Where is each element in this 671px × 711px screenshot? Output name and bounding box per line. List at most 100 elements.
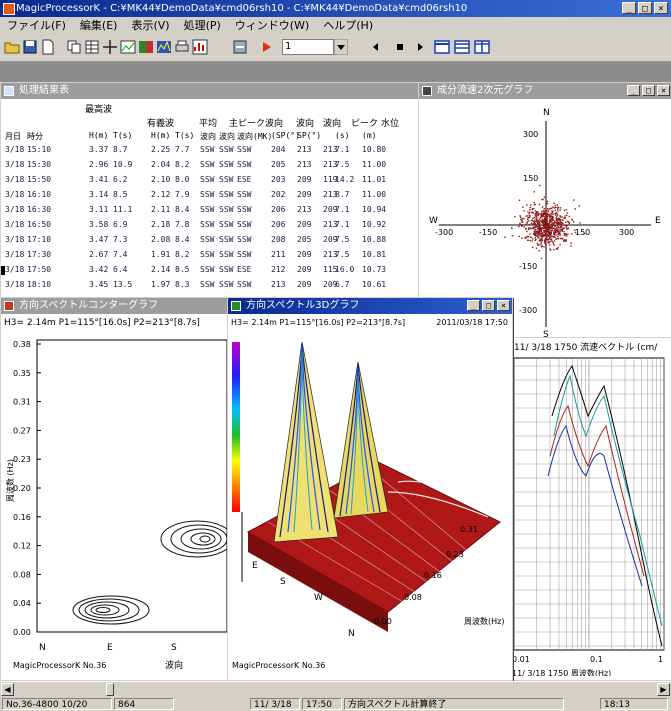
previous-record-icon[interactable] bbox=[368, 39, 384, 55]
status-date: 11/ 3/18 bbox=[250, 698, 300, 710]
velocity-max-button[interactable]: □ bbox=[642, 85, 655, 96]
table-cell: 8.4 bbox=[175, 205, 190, 214]
scatter-point bbox=[540, 213, 543, 216]
velocity-close-button[interactable]: × bbox=[657, 85, 670, 96]
export-icon[interactable] bbox=[232, 39, 248, 55]
scatter-point bbox=[563, 224, 565, 226]
scatter-point bbox=[535, 225, 538, 228]
menu-help[interactable]: ヘルプ(H) bbox=[323, 19, 374, 32]
scatter-point bbox=[550, 218, 553, 220]
contour-cluster-low bbox=[72, 595, 150, 625]
scatter-point bbox=[518, 235, 520, 238]
scatter-point bbox=[568, 222, 570, 225]
stop-icon[interactable] bbox=[392, 39, 408, 55]
scatter-point bbox=[533, 207, 535, 210]
scatter-point bbox=[545, 209, 548, 212]
table-cell: 3.47 bbox=[89, 235, 109, 244]
scatter-point bbox=[563, 240, 565, 242]
scatter-point bbox=[559, 221, 561, 223]
spectrum-3d-caption[interactable]: 方向スペクトル3Dグラフ _ □ × bbox=[228, 298, 512, 314]
tile-window-icon[interactable] bbox=[434, 39, 450, 55]
scroll-left-icon[interactable]: ◀ bbox=[1, 683, 14, 696]
table-cell: 11.01 bbox=[362, 175, 387, 184]
scatter-point bbox=[540, 242, 542, 244]
chart-window-icon[interactable] bbox=[192, 39, 208, 55]
menu-edit[interactable]: 編集(E) bbox=[79, 19, 118, 32]
scatter-point bbox=[544, 221, 546, 223]
graph-icon[interactable] bbox=[120, 39, 136, 55]
crosshair-icon[interactable] bbox=[102, 39, 118, 55]
arrange-window-icon[interactable] bbox=[474, 39, 490, 55]
menu-process[interactable]: 処理(P) bbox=[183, 19, 221, 32]
scatter-point bbox=[547, 210, 549, 213]
scatter-point bbox=[561, 230, 563, 232]
table-cell: SSW bbox=[219, 190, 234, 199]
menu-bar: ファイル(F) 編集(E) 表示(V) 処理(P) ウィンドウ(W) ヘルプ(H… bbox=[0, 17, 671, 35]
scatter-point bbox=[544, 218, 546, 220]
scatter-point bbox=[553, 233, 555, 235]
scatter-point bbox=[556, 215, 558, 217]
scatter-point bbox=[561, 222, 563, 225]
scatter-point bbox=[538, 230, 540, 233]
table-cell: 7.1 bbox=[335, 205, 350, 214]
scatter-point bbox=[543, 222, 545, 225]
spectrum-info: H3= 2.14m P1=115°[16.0s] P2=213°[8.7s] bbox=[231, 318, 406, 327]
horizontal-scrollbar[interactable]: ◀ ▶ bbox=[0, 681, 671, 697]
table-cell: 213 bbox=[297, 205, 312, 214]
next-record-icon[interactable] bbox=[412, 39, 428, 55]
velocity-min-button[interactable]: _ bbox=[627, 85, 640, 96]
scatter-point bbox=[542, 219, 545, 222]
spectrum-timestamp: 2011/03/18 17:50 bbox=[436, 318, 508, 327]
copy-icon[interactable] bbox=[66, 39, 82, 55]
scatter-point bbox=[548, 230, 550, 232]
scatter-point bbox=[538, 222, 541, 224]
dropdown-arrow-icon[interactable] bbox=[334, 39, 348, 55]
spectrum-min-button[interactable]: _ bbox=[467, 300, 480, 311]
scatter-point bbox=[565, 233, 567, 235]
scatter-point bbox=[543, 216, 545, 218]
menu-view[interactable]: 表示(V) bbox=[131, 19, 170, 32]
minimize-button[interactable]: _ bbox=[622, 2, 636, 14]
menu-window[interactable]: ウィンドウ(W) bbox=[234, 19, 310, 32]
contour-caption[interactable]: 方向スペクトルコンターグラフ bbox=[1, 298, 234, 314]
scatter-point bbox=[527, 239, 529, 241]
cascade-window-icon[interactable] bbox=[454, 39, 470, 55]
contour-graph-window: 方向スペクトルコンターグラフ H3= 2.14m P1=115°[16.0s] … bbox=[0, 297, 235, 681]
table-cell: SSW bbox=[200, 145, 215, 154]
table-cell: ESE bbox=[237, 175, 252, 184]
close-button[interactable]: × bbox=[654, 2, 668, 14]
scroll-right-icon[interactable]: ▶ bbox=[657, 683, 670, 696]
scatter-point bbox=[571, 233, 573, 235]
spectrum-max-button[interactable]: □ bbox=[482, 300, 495, 311]
scatter-point bbox=[529, 209, 531, 211]
spectrum-icon[interactable] bbox=[156, 39, 172, 55]
record-number-input[interactable]: 1 bbox=[282, 39, 334, 55]
scatter-point bbox=[556, 212, 558, 215]
new-file-icon[interactable] bbox=[40, 39, 56, 55]
scatter-point bbox=[532, 212, 534, 214]
table-cell: 3.11 bbox=[89, 205, 109, 214]
spectrum-close-button[interactable]: × bbox=[497, 300, 510, 311]
table-cell: 6.9 bbox=[113, 220, 128, 229]
table-cell: 7.8 bbox=[175, 220, 190, 229]
save-icon[interactable] bbox=[22, 39, 38, 55]
play-icon[interactable] bbox=[258, 39, 274, 55]
print-icon[interactable] bbox=[174, 39, 190, 55]
result-table-caption[interactable]: 処理結果表 bbox=[1, 83, 419, 99]
menu-file[interactable]: ファイル(F) bbox=[7, 19, 66, 32]
open-folder-icon[interactable] bbox=[4, 39, 20, 55]
velocity-2d-caption[interactable]: 成分流速2次元グラフ _ □ × bbox=[419, 83, 671, 99]
scatter-point bbox=[533, 201, 535, 204]
status-message: 方向スペクトル計算終了 bbox=[344, 698, 564, 710]
color-map-icon[interactable] bbox=[138, 39, 154, 55]
scatter-point bbox=[518, 225, 520, 228]
table-cell: 16:30 bbox=[27, 205, 52, 214]
scatter-point bbox=[537, 244, 539, 246]
table-icon[interactable] bbox=[84, 39, 100, 55]
col-level: (m) bbox=[362, 131, 377, 140]
maximize-button[interactable]: □ bbox=[638, 2, 652, 14]
scroll-thumb[interactable] bbox=[106, 683, 114, 696]
scatter-point bbox=[557, 237, 559, 240]
scatter-point bbox=[570, 242, 572, 244]
table-cell: 119 bbox=[323, 175, 338, 184]
